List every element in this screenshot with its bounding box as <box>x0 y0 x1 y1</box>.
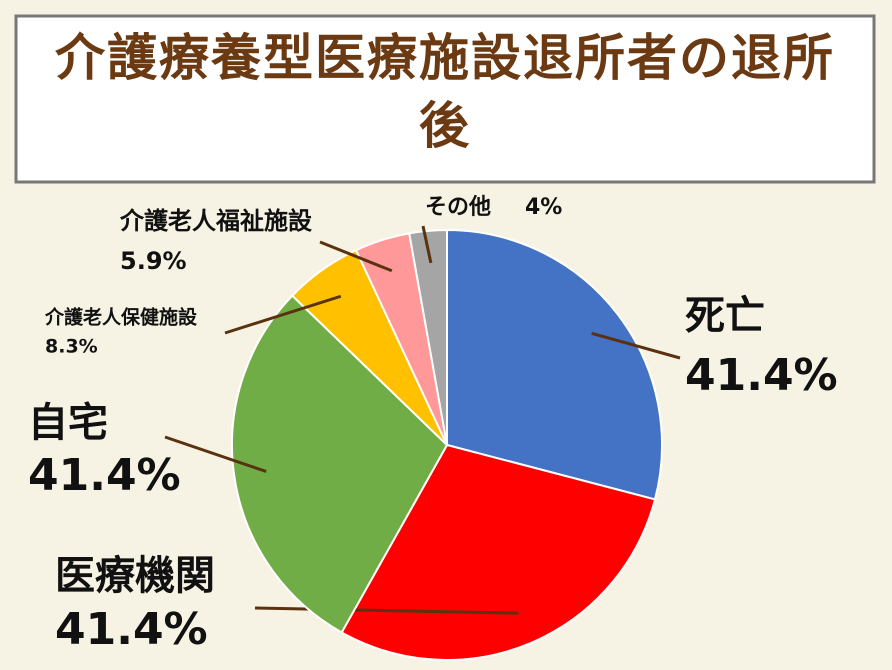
pie-slice <box>231 294 449 634</box>
value-label: 41.4% <box>685 350 838 401</box>
value-label: 5.9% <box>120 247 187 275</box>
slice-label: 介護老人福祉施設 <box>119 207 313 235</box>
leader-line <box>224 294 342 335</box>
value-label: 41.4% <box>55 604 208 655</box>
pie-slice <box>446 228 663 501</box>
leader-line <box>254 606 519 615</box>
pie-slice <box>408 228 448 446</box>
slice-label: 自宅 <box>28 400 108 446</box>
leader-line <box>421 225 433 264</box>
leader-line <box>319 240 393 273</box>
slice-label: 死亡 <box>685 293 765 339</box>
slice-label: 介護老人保健施設 <box>44 306 198 329</box>
value-label: 4% <box>525 195 562 220</box>
pie-slice <box>340 443 657 661</box>
title-holder: 介護療養型医療施設退所者の退所後 <box>55 29 835 155</box>
chart-title: 介護療養型医療施設退所者の退所後 <box>55 29 835 155</box>
leader-line <box>164 435 267 473</box>
slice-label: 医療機関 <box>55 553 215 599</box>
leader-line <box>591 331 681 360</box>
value-label: 41.4% <box>28 450 181 501</box>
slice-label: その他 <box>425 195 491 220</box>
value-label: 8.3% <box>45 336 98 358</box>
title-box <box>14 14 876 184</box>
